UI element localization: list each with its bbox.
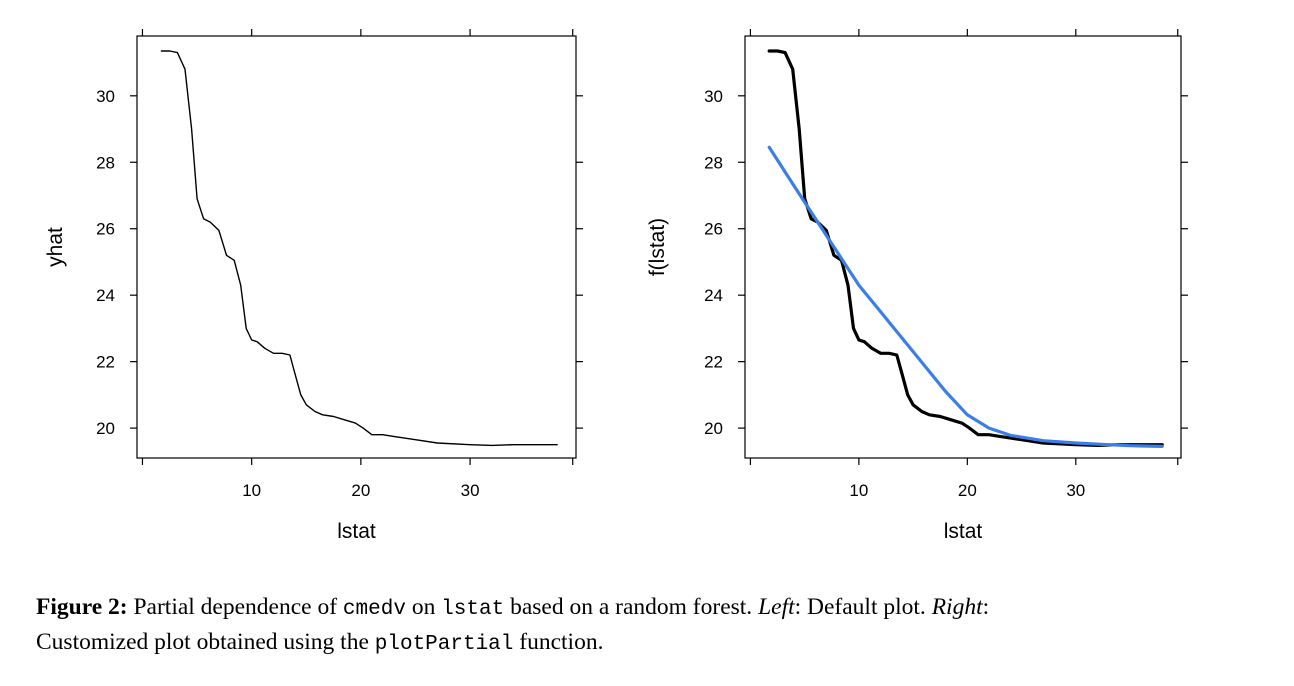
y-tick-label: 30 bbox=[96, 87, 115, 106]
x-tick-label: 30 bbox=[461, 481, 480, 500]
partial-dependence-line bbox=[767, 49, 1164, 447]
plot-frame bbox=[136, 35, 577, 459]
caption-label: Figure 2: bbox=[36, 594, 128, 620]
y-tick-label: 20 bbox=[704, 419, 723, 438]
y-tick-label: 22 bbox=[96, 353, 115, 372]
x-tick-label: 10 bbox=[242, 481, 261, 500]
x-tick-label: 30 bbox=[1066, 481, 1085, 500]
caption-text-4: : Default plot. bbox=[794, 594, 932, 620]
y-tick-label: 24 bbox=[96, 286, 115, 305]
caption-right-word: Right bbox=[931, 594, 983, 620]
x-tick-label: 20 bbox=[351, 481, 370, 500]
y-tick-label: 28 bbox=[96, 153, 115, 172]
caption-text-3: based on a random forest. bbox=[504, 594, 759, 620]
y-axis-title: f(lstat) bbox=[646, 218, 669, 276]
left-panel: 10 20 30 20 22 24 26 28 30 lstat yhat bbox=[44, 29, 583, 543]
y-tick-label: 24 bbox=[704, 286, 723, 305]
y-tick-label: 28 bbox=[704, 153, 723, 172]
y-tick-label: 20 bbox=[96, 419, 115, 438]
caption-text-7: function. bbox=[513, 629, 604, 655]
x-tick-label: 20 bbox=[958, 481, 977, 500]
x-tick-label: 10 bbox=[849, 481, 868, 500]
y-axis-title: yhat bbox=[44, 227, 67, 267]
y-tick-label: 22 bbox=[704, 353, 723, 372]
x-axis-title: lstat bbox=[337, 520, 376, 543]
caption-text-5: : bbox=[982, 594, 990, 620]
caption-text-1: Partial dependence of bbox=[127, 594, 343, 620]
y-tick-label: 30 bbox=[704, 87, 723, 106]
partial-dependence-line bbox=[160, 50, 558, 447]
plot-frame bbox=[744, 35, 1182, 459]
caption-left-word: Left bbox=[758, 594, 795, 620]
caption-code-cmedv: cmedv bbox=[342, 598, 406, 621]
caption-text-6: Customized plot obtained using the bbox=[36, 629, 375, 655]
y-tick-label: 26 bbox=[96, 220, 115, 239]
caption-code-lstat: lstat bbox=[441, 598, 505, 621]
smooth-fit-line bbox=[767, 145, 1164, 448]
figure-caption: Figure 2: Partial dependence of cmedv on… bbox=[36, 591, 1276, 661]
right-panel: 10 20 30 20 22 24 26 28 30 lstat f(lstat) bbox=[646, 29, 1188, 543]
y-tick-label: 26 bbox=[704, 220, 723, 239]
caption-code-plotpartial: plotPartial bbox=[374, 633, 514, 656]
caption-text-2: on bbox=[405, 594, 442, 620]
x-axis-title: lstat bbox=[944, 520, 983, 543]
